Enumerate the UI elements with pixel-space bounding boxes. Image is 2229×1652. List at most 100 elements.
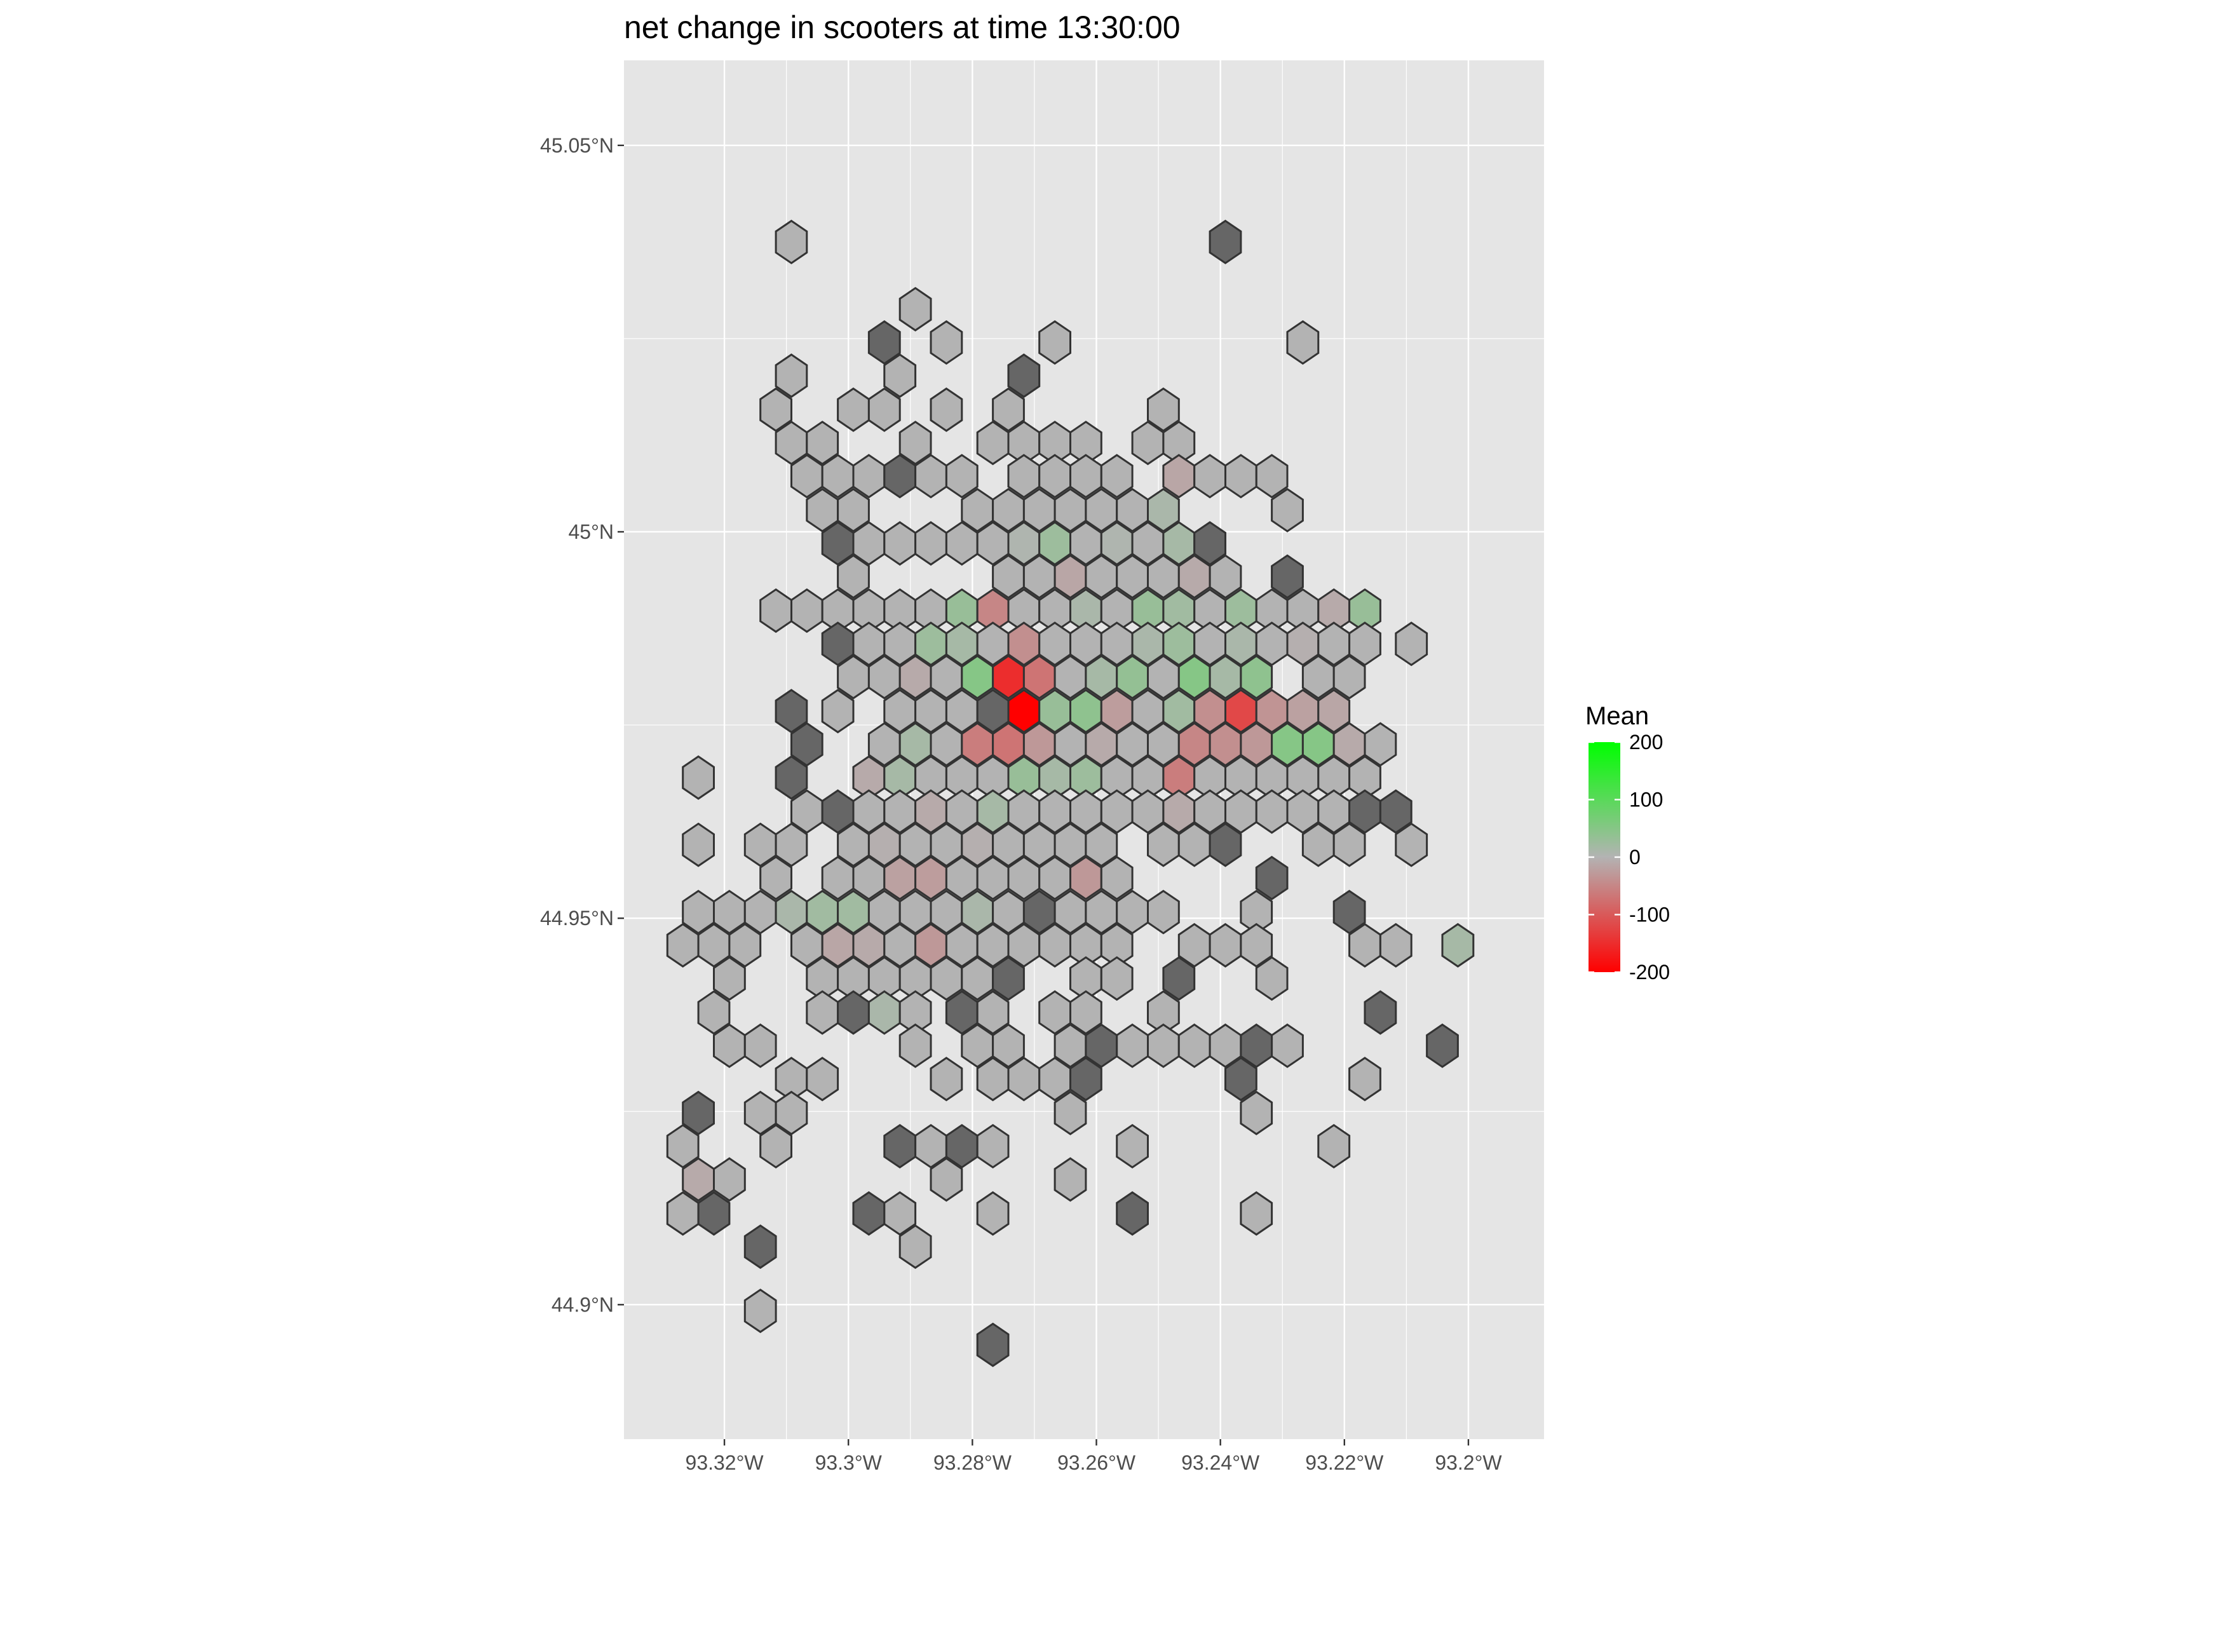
hex-cell — [682, 1090, 715, 1135]
hex-cell — [1240, 923, 1273, 968]
hex-cell — [883, 353, 917, 398]
hex-cell — [1147, 890, 1180, 935]
hex-cell — [1193, 521, 1226, 566]
hex-cell — [992, 554, 1025, 599]
hex-cell — [930, 1057, 963, 1102]
hex-cell — [1209, 554, 1242, 599]
hex-cell — [1177, 654, 1211, 700]
hex-cell — [883, 855, 917, 900]
hex-cell — [837, 990, 870, 1035]
hex-cell — [1364, 722, 1397, 767]
hex-cell — [775, 755, 808, 800]
hex-cell — [821, 855, 855, 900]
hex-cell — [1085, 822, 1118, 867]
hex-cell — [867, 654, 901, 700]
hex-cell — [883, 1191, 917, 1236]
hex-cells — [666, 219, 1475, 1367]
hex-cell — [1348, 923, 1381, 968]
hex-cell — [666, 1191, 700, 1236]
hex-cell — [1007, 855, 1041, 900]
hex-cell — [1085, 554, 1118, 599]
hex-cell — [1116, 1123, 1149, 1169]
hex-cell — [1069, 855, 1102, 900]
hex-cell — [867, 320, 901, 365]
hex-cell — [1255, 789, 1289, 834]
hex-cell — [914, 454, 947, 499]
hex-cell — [1100, 454, 1134, 499]
hex-cell — [759, 387, 792, 432]
hex-cell — [1426, 1023, 1459, 1068]
hex-cell — [821, 454, 855, 499]
hex-cell — [992, 387, 1025, 432]
hex-cell — [775, 353, 808, 398]
hex-cell — [1116, 554, 1149, 599]
hex-cell — [713, 956, 746, 1001]
hex-cell — [898, 421, 932, 466]
hex-cell — [666, 1123, 700, 1169]
y-tick-label: 44.95°N — [540, 907, 614, 930]
hex-cell — [1038, 855, 1071, 900]
hex-cell — [1054, 554, 1087, 599]
hex-cell — [1038, 923, 1071, 968]
hex-cell — [713, 1157, 746, 1202]
hex-cell — [837, 487, 870, 532]
hex-cell — [867, 387, 901, 432]
hex-cell — [1255, 855, 1289, 900]
hex-cell — [837, 387, 870, 432]
hex-cell — [713, 1023, 746, 1068]
hex-cell — [1193, 454, 1226, 499]
hex-cell — [682, 755, 715, 800]
hex-cell — [1100, 855, 1134, 900]
hex-cell — [898, 1023, 932, 1068]
hex-cell — [852, 855, 886, 900]
hex-cell — [790, 722, 823, 767]
hex-cell — [1069, 990, 1102, 1035]
x-tick-label: 93.32°W — [686, 1451, 764, 1474]
hex-cell — [775, 689, 808, 734]
hex-cell — [1348, 621, 1381, 667]
hex-cell — [1007, 1057, 1041, 1102]
hex-cell — [852, 1191, 886, 1236]
hex-cell — [1038, 454, 1071, 499]
hex-cell — [1224, 1057, 1257, 1102]
hex-cell — [697, 990, 731, 1035]
hex-cell — [1209, 654, 1242, 700]
hex-cell — [1007, 353, 1041, 398]
hex-cell — [1301, 654, 1335, 700]
hex-cell — [1054, 654, 1087, 700]
hex-cell — [992, 1023, 1025, 1068]
hex-cell — [1022, 654, 1056, 700]
hex-cell — [852, 454, 886, 499]
y-tick-label: 45°N — [569, 520, 614, 543]
chart-title: net change in scooters at time 13:30:00 — [624, 10, 1181, 45]
hex-cell — [1301, 822, 1335, 867]
x-tick-label: 93.24°W — [1181, 1451, 1260, 1474]
hex-cell — [1348, 1057, 1381, 1102]
hex-cell — [930, 654, 963, 700]
x-tick-label: 93.28°W — [933, 1451, 1012, 1474]
hex-cell — [1332, 654, 1366, 700]
hex-cell — [930, 387, 963, 432]
hex-cell — [1271, 487, 1304, 532]
hex-cell — [1147, 822, 1180, 867]
hex-cell — [1177, 554, 1211, 599]
hex-cell — [867, 990, 901, 1035]
hex-cell — [743, 1224, 777, 1269]
legend-ticks: 200 100 0 -100 -200 — [1589, 731, 1670, 984]
hex-cell — [1116, 1023, 1149, 1068]
hex-cell — [1209, 219, 1242, 264]
hex-cell — [1147, 387, 1180, 432]
hex-cell — [1100, 956, 1134, 1001]
legend: Mean 200 100 0 -100 -200 — [1585, 702, 1670, 984]
hex-cell — [1038, 320, 1071, 365]
hex-cell — [930, 956, 963, 1001]
hex-cell — [1085, 654, 1118, 700]
hex-cell — [930, 1157, 963, 1202]
hex-cell — [1240, 1090, 1273, 1135]
hex-cell — [1240, 654, 1273, 700]
legend-tick-label: 0 — [1629, 846, 1641, 869]
hex-cell — [1054, 1090, 1087, 1135]
hex-cell — [1209, 923, 1242, 968]
hex-cell — [961, 654, 994, 700]
